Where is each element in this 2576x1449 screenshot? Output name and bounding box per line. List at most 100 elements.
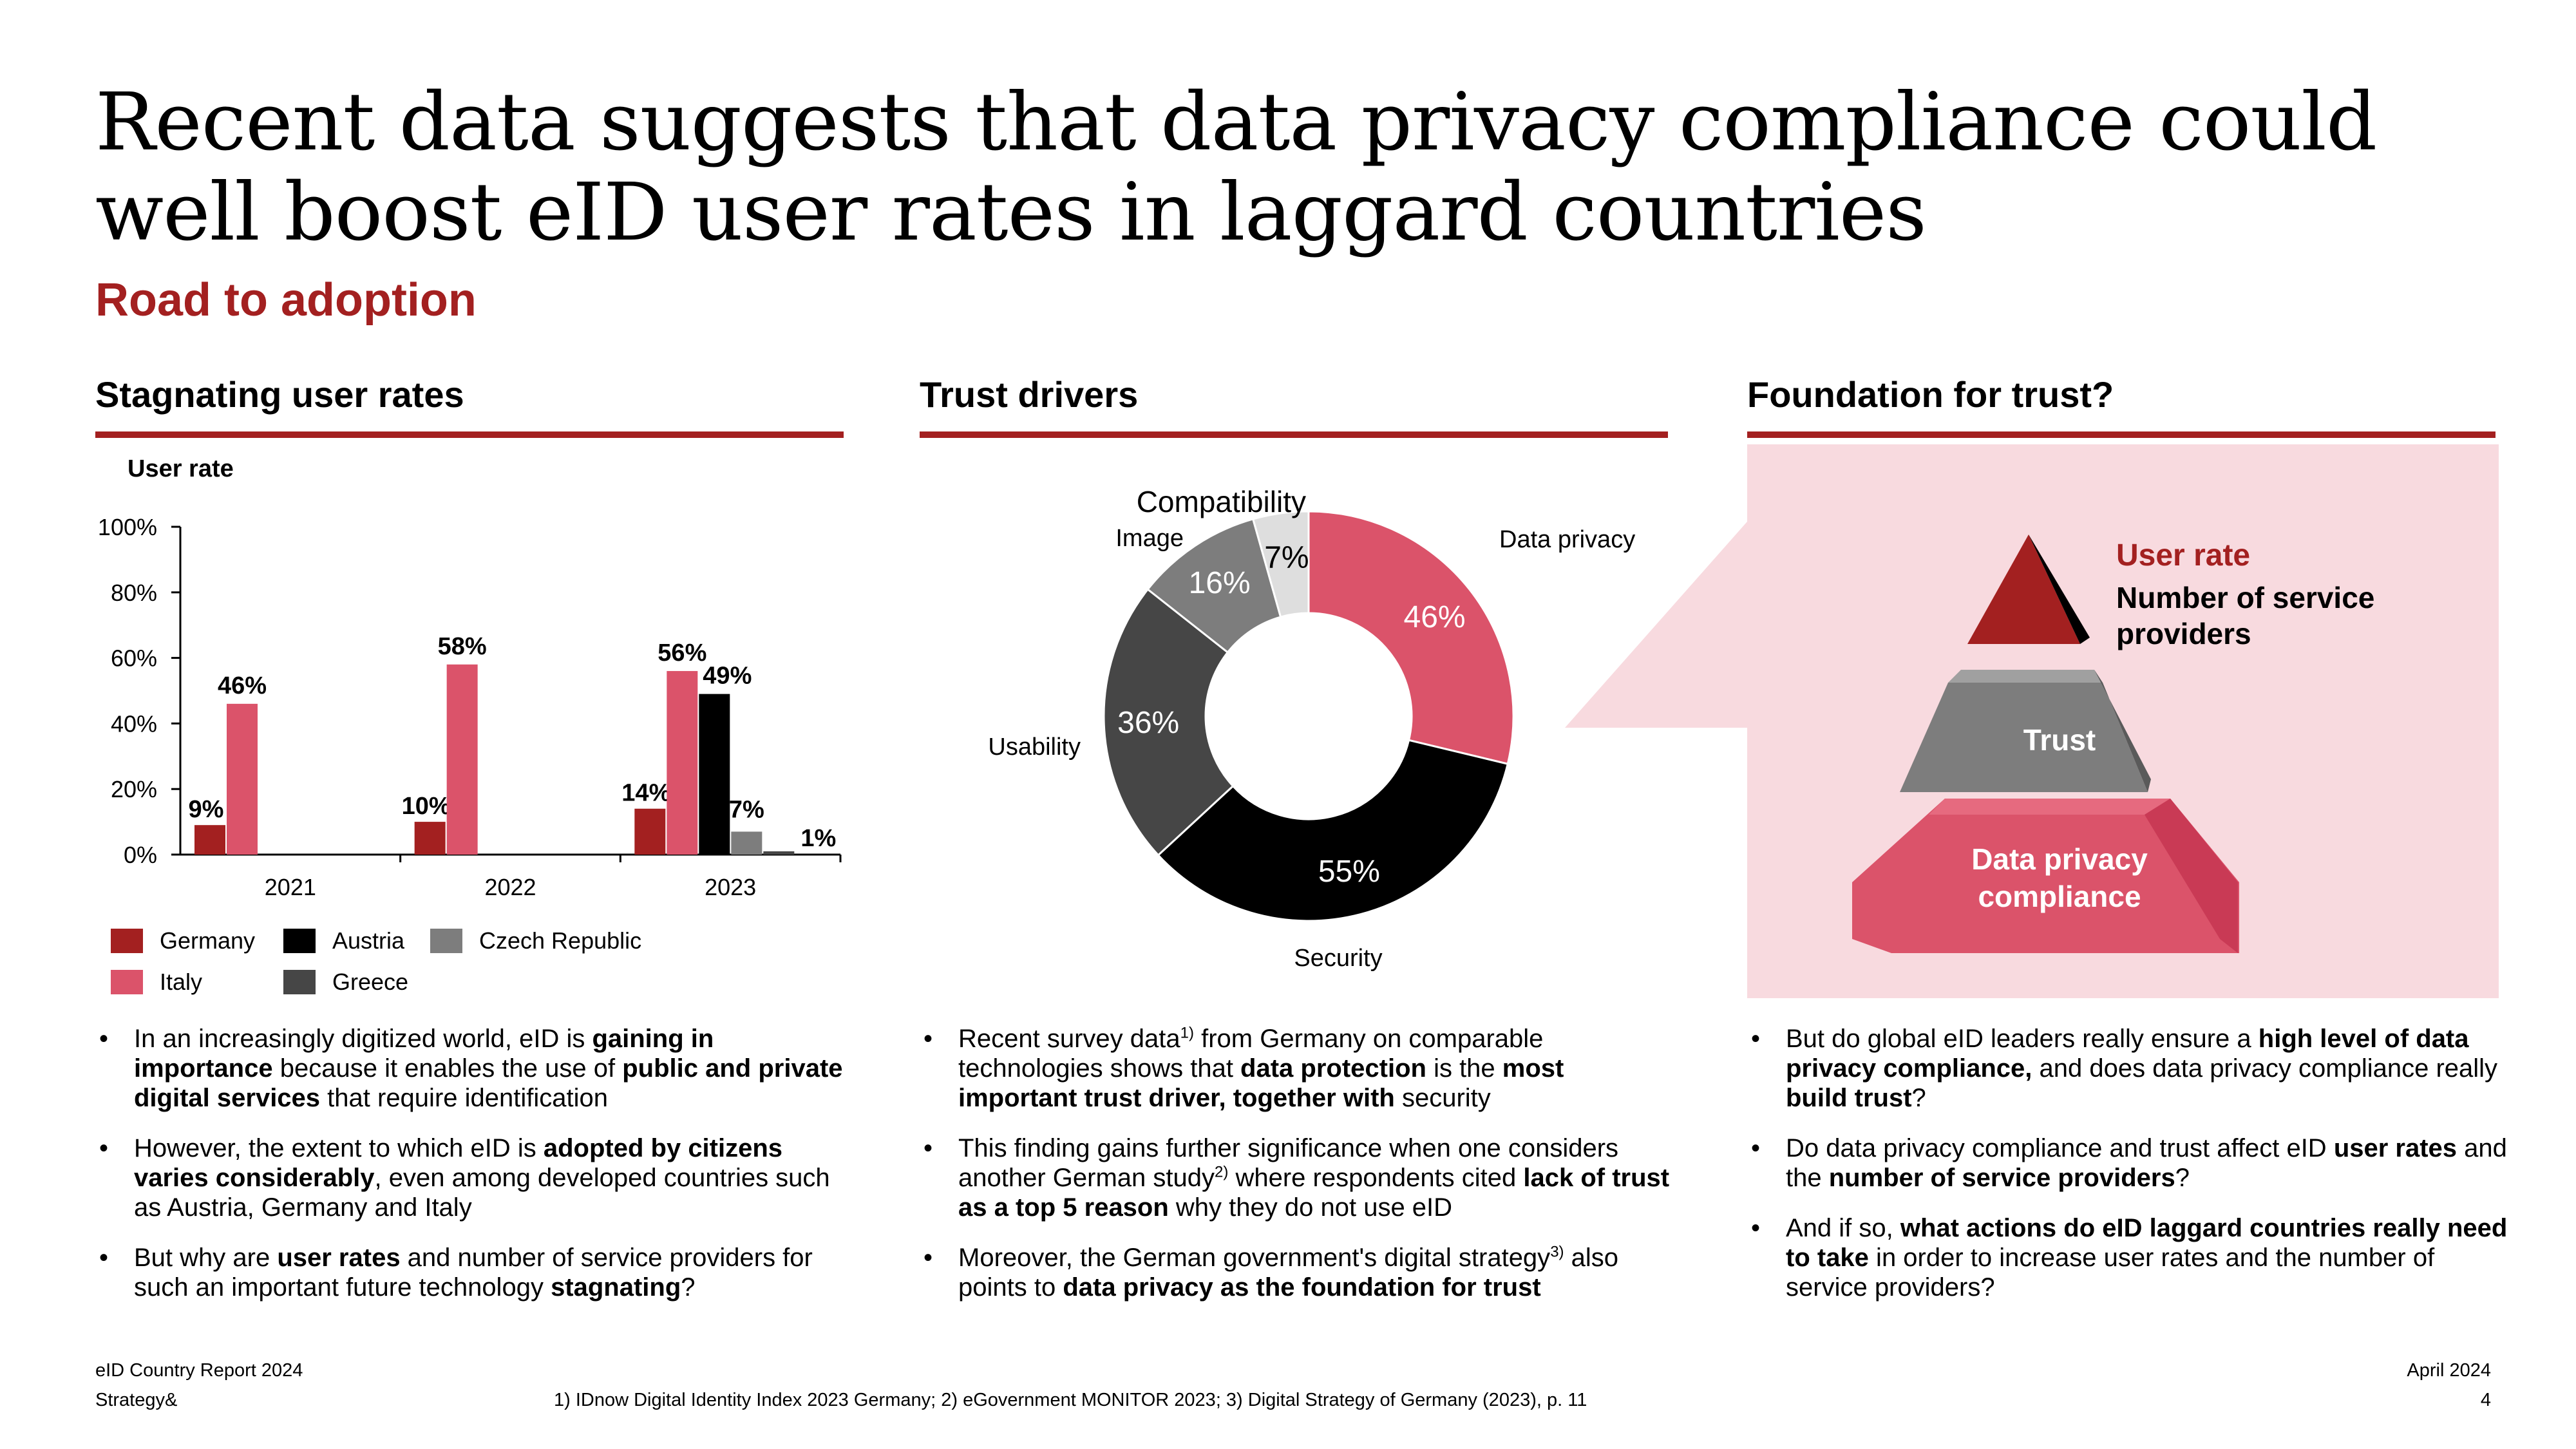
bullet-text: ? [1911, 1084, 1926, 1112]
bullet-text: why they do not use eID [1168, 1193, 1453, 1222]
bullet-item: Moreover, the German government's digita… [920, 1243, 1673, 1302]
bullet-text: and the [1786, 1134, 2507, 1192]
y-tick-label: 80% [111, 580, 157, 606]
bullet-text: 2) [1215, 1163, 1229, 1181]
data-label: 14% [621, 780, 670, 807]
y-tick-label: 20% [111, 776, 157, 802]
donut-category-label: Compatibility [1137, 485, 1306, 518]
bullet-text: is the [1426, 1054, 1502, 1083]
donut-value-label: 16% [1189, 566, 1251, 600]
trust-pyramid-diagram: Trust Data privacy compliance [1565, 444, 2499, 998]
data-label: 10% [402, 793, 451, 820]
bullet-text: and does data privacy compliance really [2032, 1054, 2498, 1083]
bar-germany-2022 [414, 822, 446, 855]
bar-italy-2023 [667, 670, 698, 855]
bullet-item: Do data privacy compliance and trust aff… [1747, 1133, 2514, 1193]
data-label: 49% [703, 663, 752, 690]
bullets-left: In an increasingly digitized world, eID … [95, 1024, 849, 1323]
chart-legend: Germany Austria Czech Republic Italy Gre… [111, 927, 851, 1005]
bullet-text: ? [681, 1273, 696, 1302]
data-label: 9% [189, 796, 224, 823]
bullet-text: Do data privacy compliance and trust aff… [1786, 1134, 2334, 1162]
bullet-text: also points to [958, 1244, 1619, 1302]
legend-swatch [430, 929, 462, 953]
legend-item-italy: Italy [111, 969, 202, 996]
footer-sources: 1) IDnow Digital Identity Index 2023 Ger… [554, 1390, 1587, 1410]
bar-austria-2023 [699, 694, 730, 855]
bullet-item: And if so, what actions do eID laggard c… [1747, 1213, 2514, 1302]
legend-item-germany: Germany [111, 927, 255, 954]
donut-category-label: Usability [988, 734, 1081, 761]
legend-item-austria: Austria [283, 927, 404, 954]
pyramid-base-layer [1852, 799, 2239, 953]
column-heading-trust-drivers: Trust drivers [920, 374, 1139, 415]
data-label: 58% [438, 633, 487, 660]
bullet-text: 3) [1550, 1243, 1564, 1261]
user-rate-bar-chart: User rate 0% 20% 40% 60% 80% 100% 2021 9% 46% 2022… [98, 455, 842, 900]
bullet-text: build trust [1786, 1084, 1912, 1112]
bullet-item: Recent survey data1) from Germany on com… [920, 1024, 1673, 1113]
pyramid-base-side [2145, 799, 2238, 953]
pyramid-label-base-line2: compliance [1978, 880, 2141, 913]
legend-label: Austria [332, 927, 405, 954]
data-label: 1% [800, 825, 836, 852]
bullet-text: Moreover, the German government's digita… [958, 1244, 1551, 1272]
donut-value-label: 7% [1264, 540, 1309, 574]
footer-page-number: 4 [2480, 1390, 2491, 1410]
pyramid-top-layer [1967, 535, 2080, 644]
bar-germany-2023 [634, 808, 666, 855]
bullet-text: what actions do eID laggard countries re… [1786, 1214, 2508, 1272]
donut-category-label: Image [1115, 525, 1184, 552]
bullet-text: and number of service providers for such… [134, 1244, 813, 1302]
bullet-item: But do global eID leaders really ensure … [1747, 1024, 2514, 1113]
donut-value-label: 55% [1318, 855, 1380, 889]
pyramid-trust-side [2094, 670, 2151, 792]
footer-date: April 2024 [2407, 1360, 2491, 1381]
y-tick-label: 60% [111, 645, 157, 672]
bullet-item: This finding gains further significance … [920, 1133, 1673, 1222]
donut-category-label: Data privacy [1499, 526, 1635, 553]
bullet-text: , even among developed countries such as… [134, 1164, 830, 1222]
pyramid-label-trust: Trust [2023, 723, 2096, 757]
footer-brand: Strategy& [95, 1390, 178, 1410]
bar-greece-2023 [763, 851, 795, 855]
bullet-text: adopted by citizens varies considerably [134, 1134, 783, 1192]
pyramid-top-side [2029, 535, 2090, 644]
donut-value-label: 36% [1117, 706, 1179, 740]
bullet-text: data protection [1240, 1054, 1426, 1083]
bullet-text: security [1394, 1084, 1491, 1112]
y-tick-label: 0% [124, 842, 157, 868]
bullet-text: stagnating [551, 1273, 681, 1302]
bullet-text: 1) [1180, 1024, 1194, 1042]
bullet-text: lack of trust as a top 5 reason [958, 1164, 1670, 1222]
x-tick-label: 2023 [705, 874, 756, 900]
column-heading-foundation: Foundation for trust? [1747, 374, 2114, 415]
bullet-text: where respondents cited [1228, 1164, 1524, 1192]
pyramid-trust-top [1948, 670, 2103, 683]
bar-germany-2021 [194, 825, 225, 855]
pyramid-base-top [1929, 799, 2170, 815]
donut-slice-compatibility [1251, 510, 1310, 618]
page-subtitle: Road to adoption [95, 274, 477, 326]
legend-swatch [111, 970, 143, 994]
bullet-text: that require identification [320, 1084, 608, 1112]
bullet-text: high level of data privacy compliance, [1786, 1025, 2469, 1083]
donut-slice-security [1157, 739, 1510, 922]
bar-czech-republic-2023 [731, 831, 762, 855]
column-divider [920, 431, 1668, 438]
x-tick-label: 2022 [484, 874, 536, 900]
bullet-text: because it enables the use of [272, 1054, 623, 1083]
legend-label: Italy [160, 969, 203, 995]
bullet-text: But why are [134, 1244, 278, 1272]
bullet-text: user rates [277, 1244, 401, 1272]
legend-swatch [283, 970, 316, 994]
bullet-text: data privacy as the foundation for trust [1063, 1273, 1541, 1302]
pyramid-legend-providers: Number of service providers [2116, 581, 2375, 650]
pyramid-legend-user-rate: User rate [2116, 538, 2251, 573]
footer-report: eID Country Report 2024 [95, 1360, 303, 1381]
legend-label: Czech Republic [479, 927, 642, 954]
y-tick-label: 40% [111, 710, 157, 737]
bullet-text: gaining in importance [134, 1025, 714, 1083]
bullet-text: And if so, [1786, 1214, 1900, 1242]
bullet-text: user rates [2333, 1134, 2458, 1162]
